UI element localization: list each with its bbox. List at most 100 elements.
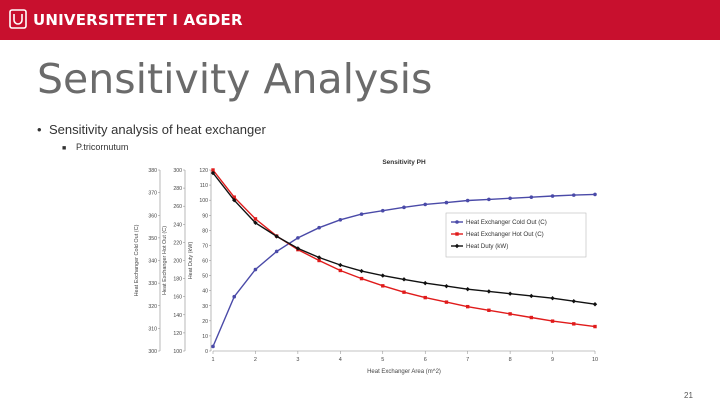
y-tick-label: 10 <box>202 334 208 340</box>
data-point <box>296 236 300 240</box>
data-point <box>487 197 491 202</box>
bullet-text: Sensitivity analysis of heat exchanger <box>49 122 266 137</box>
y-tick-label: 350 <box>148 236 157 242</box>
legend-label: Heat Exchanger Cold Out (C) <box>466 219 547 226</box>
y-tick-label: 70 <box>202 243 208 249</box>
data-point <box>486 289 492 294</box>
data-point <box>593 324 597 329</box>
data-point <box>593 192 597 197</box>
x-tick-label: 8 <box>509 357 512 363</box>
bullet-icon: ■ <box>62 145 67 152</box>
legend-marker <box>455 232 459 236</box>
chart-title: Sensitivity PH <box>382 159 426 166</box>
legend-box <box>445 212 587 258</box>
y-tick-label: 120 <box>199 168 208 174</box>
data-point <box>444 300 449 304</box>
data-point <box>550 194 555 198</box>
y-tick-label: 370 <box>148 191 157 197</box>
y-tick-label: 260 <box>173 204 182 210</box>
data-point <box>444 283 449 289</box>
data-point <box>359 212 364 216</box>
y-axis-label: Heat Exchanger Cold Out (C) <box>134 224 140 296</box>
data-point <box>380 273 385 278</box>
y-tick-label: 20 <box>202 319 208 325</box>
x-tick-label: 2 <box>254 357 257 363</box>
y-tick-label: 90 <box>202 213 208 219</box>
data-point <box>338 268 343 273</box>
x-axis-label: Heat Exchanger Area (m^2) <box>367 369 441 375</box>
data-point <box>529 195 534 199</box>
data-point <box>232 195 236 199</box>
data-point <box>402 290 406 294</box>
y-tick-label: 380 <box>148 168 157 174</box>
x-tick-label: 10 <box>592 357 598 363</box>
x-tick-label: 7 <box>466 357 469 363</box>
y-tick-label: 220 <box>173 240 182 246</box>
legend-label: Heat Duty (kW) <box>466 243 508 250</box>
y-tick-label: 200 <box>173 259 182 265</box>
sub-bullet-text: P.tricornutum <box>76 142 129 152</box>
x-tick-label: 5 <box>381 357 384 363</box>
data-point <box>232 197 237 203</box>
data-point <box>274 249 279 254</box>
data-point <box>465 304 470 309</box>
data-point <box>359 268 364 274</box>
data-point <box>232 294 237 299</box>
data-point <box>423 280 428 286</box>
y-tick-label: 360 <box>148 213 157 219</box>
x-tick-label: 6 <box>424 357 427 363</box>
data-point <box>211 344 215 349</box>
data-point <box>401 277 407 282</box>
data-point <box>211 168 215 172</box>
bullet-icon: • <box>37 122 42 137</box>
data-point <box>571 299 576 304</box>
data-point <box>253 220 258 225</box>
sensitivity-chart: Sensitivity PH 1 2 3 4 5 6 7 8 9 10 Heat Exchanger … <box>134 159 598 375</box>
data-point <box>571 193 576 197</box>
y-tick-label: 280 <box>173 186 182 192</box>
data-point <box>465 286 470 292</box>
y-axis-label: Heat Exchanger Hot Out (C) <box>162 226 168 295</box>
data-point <box>550 296 555 301</box>
data-point <box>402 205 406 210</box>
y-tick-label: 60 <box>202 259 208 265</box>
data-point <box>465 198 470 203</box>
data-point <box>529 315 534 320</box>
x-tick-label: 4 <box>339 357 342 363</box>
data-point <box>423 295 427 300</box>
data-point <box>338 217 343 222</box>
data-point <box>572 322 576 326</box>
x-tick-label: 1 <box>211 357 214 363</box>
data-point <box>380 208 385 213</box>
data-point <box>317 225 321 230</box>
x-tick-label: 3 <box>296 357 299 363</box>
data-point <box>423 202 428 207</box>
y-tick-label: 310 <box>148 326 157 332</box>
data-point <box>507 291 513 296</box>
sub-bullet-item: ■ P.tricornutum <box>62 142 128 152</box>
y-tick-label: 30 <box>202 304 208 310</box>
data-point <box>253 267 258 272</box>
data-point <box>381 284 385 288</box>
y-tick-label: 110 <box>200 183 208 189</box>
data-point <box>274 234 279 239</box>
x-tick-label: 9 <box>551 357 554 363</box>
legend-label: Heat Exchanger Hot Out (C) <box>466 231 544 238</box>
y-tick-label: 180 <box>173 277 182 283</box>
data-point <box>359 276 364 281</box>
data-point <box>487 308 491 312</box>
legend-marker <box>455 220 459 224</box>
header-bar: UNIVERSITETET I AGDER <box>0 0 720 40</box>
y-tick-label: 160 <box>173 295 182 301</box>
data-point <box>529 293 534 299</box>
y-tick-label: 240 <box>173 222 182 228</box>
data-point <box>508 196 512 201</box>
y-tick-label: 40 <box>202 289 208 295</box>
data-point <box>295 246 301 251</box>
y-tick-label: 50 <box>202 274 208 280</box>
uia-logo-icon <box>9 9 27 29</box>
y-tick-label: 340 <box>148 259 157 265</box>
y-tick-label: 300 <box>173 168 182 174</box>
data-point <box>550 319 555 323</box>
page-title: Sensitivity Analysis <box>37 55 433 103</box>
